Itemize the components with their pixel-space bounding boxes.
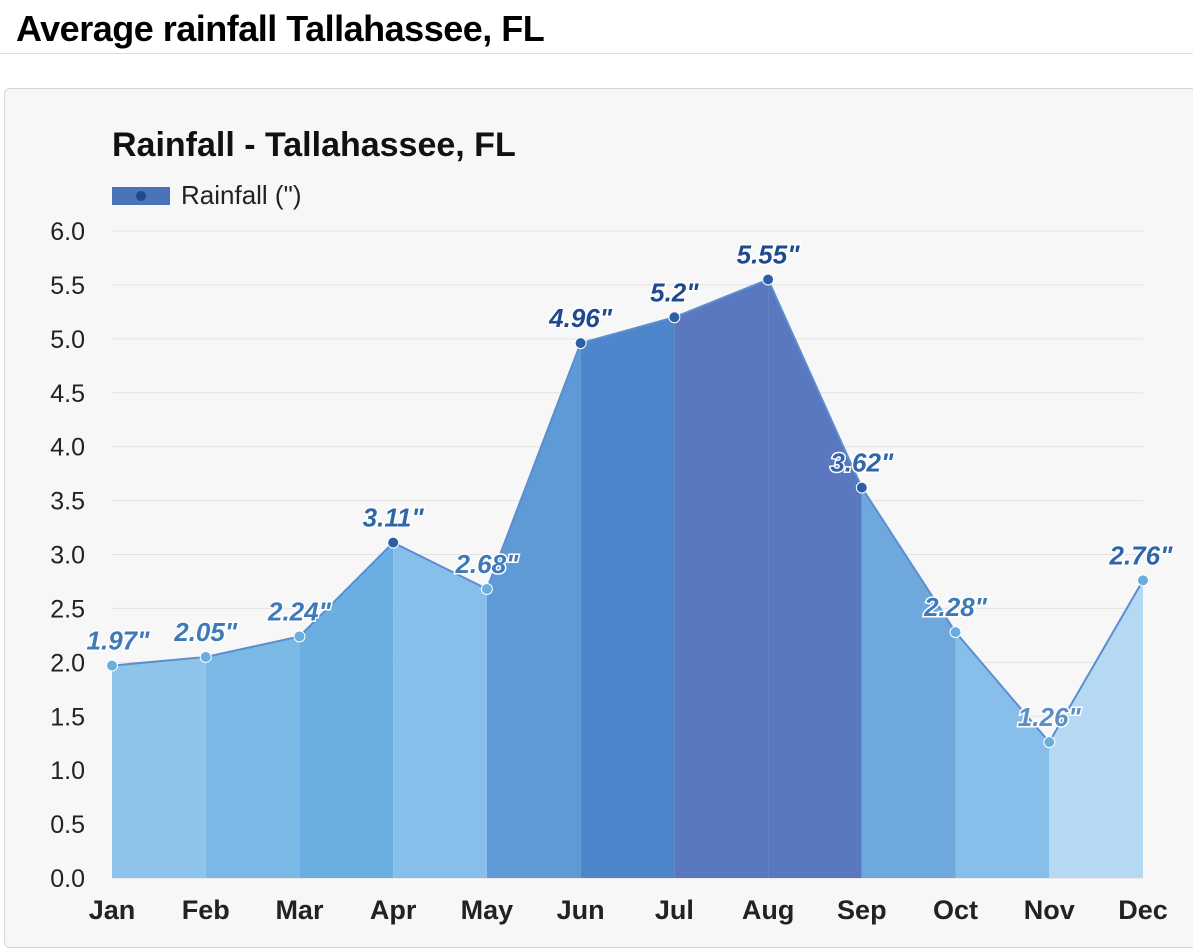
area-band [393, 542, 487, 878]
chart-card: Rainfall - Tallahassee, FL Rainfall (") … [4, 88, 1193, 948]
data-point [106, 659, 118, 672]
y-tick-label: 6.0 [50, 218, 85, 246]
data-point [199, 650, 212, 663]
data-label: 2.05" [173, 617, 238, 647]
y-tick-label: 4.0 [50, 434, 85, 462]
data-markers [106, 273, 1149, 749]
data-point [1043, 736, 1056, 749]
y-tick-label: 3.0 [50, 542, 85, 570]
area-bands [112, 279, 1143, 878]
x-tick-label: Feb [182, 895, 230, 925]
data-label: 4.96" [548, 303, 613, 333]
x-tick-label: Nov [1024, 895, 1075, 925]
data-label: 1.26" [1018, 702, 1082, 732]
area-band [955, 632, 1050, 878]
x-tick-label: Sep [837, 895, 887, 925]
legend[interactable]: Rainfall (") [112, 180, 301, 210]
data-label: 5.2" [650, 277, 699, 307]
page-header: Average rainfall Tallahassee, FL [0, 0, 1193, 54]
data-point [668, 311, 681, 324]
area-band [768, 279, 862, 878]
data-label: 3.11" [363, 503, 425, 533]
x-tick-label: May [461, 895, 514, 925]
y-tick-label: 3.5 [50, 488, 85, 516]
chart-title: Rainfall - Tallahassee, FL [112, 126, 516, 164]
y-tick-label: 5.5 [50, 272, 85, 300]
area-band [299, 542, 394, 878]
area-band [861, 487, 956, 878]
data-point [762, 273, 775, 286]
legend-marker-icon [136, 191, 146, 201]
data-label: 2.76" [1109, 540, 1174, 570]
y-tick-label: 1.0 [50, 757, 85, 785]
area-band [580, 317, 675, 878]
y-tick-label: 0.5 [50, 811, 85, 839]
data-point [949, 626, 962, 639]
y-tick-label: 2.5 [50, 595, 85, 623]
x-tick-label: Jul [655, 895, 694, 925]
x-tick-label: Jun [557, 895, 605, 925]
data-point [387, 536, 400, 549]
y-tick-label: 4.5 [50, 380, 85, 408]
y-tick-label: 2.0 [50, 649, 85, 677]
x-tick-label: Oct [933, 895, 978, 925]
area-band [486, 343, 581, 878]
rainfall-chart: Rainfall - Tallahassee, FL Rainfall (") … [50, 126, 1175, 925]
data-label: 5.55" [737, 240, 801, 270]
data-labels: 1.97" 2.05" 2.24" 3.11" 2.68" 4.96" 5.2" 5.55" 3… [85, 238, 1175, 734]
data-label: 3.62" [830, 448, 894, 478]
data-label: 2.68" [454, 549, 519, 579]
data-point [480, 583, 493, 596]
y-tick-label: 0.0 [50, 865, 85, 893]
series-line [111, 278, 1144, 744]
area-band [674, 279, 769, 878]
data-label: 2.28" [923, 592, 988, 622]
data-point [574, 337, 587, 350]
y-tick-label: 1.5 [50, 703, 85, 731]
data-label: 2.24" [267, 596, 332, 626]
series-line-path [111, 278, 1144, 744]
x-tick-label: Aug [742, 895, 794, 925]
page-title: Average rainfall Tallahassee, FL [16, 8, 545, 49]
x-tick-label: Jan [89, 895, 136, 925]
data-point [1137, 574, 1149, 587]
x-tick-label: Dec [1118, 895, 1168, 925]
x-tick-label: Mar [275, 895, 324, 925]
area-band [112, 656, 206, 878]
area-band [205, 636, 300, 878]
data-label: 1.97" [87, 626, 151, 656]
x-axis-ticks: Jan Feb Mar Apr May Jun Jul Aug Sep Oct Nov Dec [89, 895, 1168, 925]
data-point [855, 481, 868, 494]
legend-label: Rainfall (") [181, 180, 301, 210]
x-tick-label: Apr [370, 895, 417, 925]
data-point [293, 630, 306, 643]
area-band [1049, 580, 1143, 878]
y-axis-ticks: 0.0 0.5 1.0 1.5 2.0 2.5 3.0 3.5 4.0 4.5 5.0 5.5 6.0 [50, 218, 85, 893]
y-tick-label: 5.0 [50, 326, 85, 354]
